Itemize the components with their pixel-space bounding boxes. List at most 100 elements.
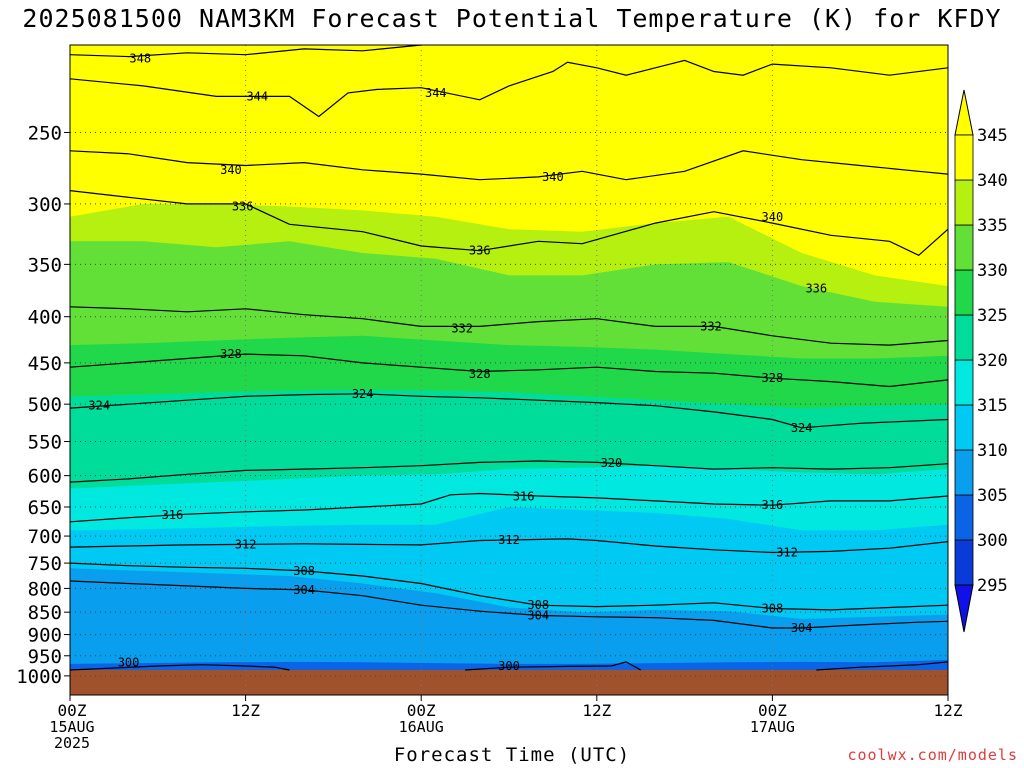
contour-label-308: 308 (293, 564, 315, 578)
ground-layer (70, 669, 948, 695)
contour-label-348: 348 (129, 51, 151, 65)
contour-line-340 (69, 150, 949, 181)
contour-label-340: 340 (220, 163, 242, 177)
colorbar: 295 300 305 310 315 320 325 330 335 340 345 (954, 89, 1008, 633)
contour-label-336: 336 (805, 281, 827, 295)
contour-label-328: 328 (762, 371, 784, 385)
contour-label-336: 336 (469, 244, 491, 258)
y-tick-label-350: 350 (28, 254, 62, 276)
x-tick-label-60-0: 12Z (934, 701, 963, 720)
contour-label-300: 300 (118, 656, 140, 670)
x-tick-label-48-0: 00Z (758, 701, 787, 720)
contour-label-316: 316 (162, 508, 184, 522)
colorbar-swatch-305 (954, 449, 974, 496)
y-tick-label-300: 300 (28, 194, 62, 216)
contour-line-320 (69, 460, 949, 483)
colorbar-label-335: 335 (977, 216, 1008, 236)
plot-frame (69, 44, 949, 696)
y-tick-label-550: 550 (28, 432, 62, 454)
colorbar-arrow-bottom (954, 584, 974, 633)
contour-line-312 (69, 538, 949, 554)
y-tick-label-1000: 1000 (16, 666, 62, 688)
y-tick-label-800: 800 (28, 578, 62, 600)
y-tick-label-700: 700 (28, 526, 62, 548)
contour-label-324: 324 (791, 421, 813, 435)
contour-line-300 (465, 661, 641, 671)
x-tick-label-0-0: 00Z (58, 701, 87, 720)
contour-label-316: 316 (762, 498, 784, 512)
colorbar-swatch-335 (954, 179, 974, 226)
colorbar-label-300: 300 (977, 531, 1008, 551)
contour-line-328 (69, 353, 949, 388)
colorbar-label-310: 310 (977, 441, 1008, 461)
contour-line-308 (69, 562, 949, 611)
colorbar-swatch-315 (954, 359, 974, 406)
colorbar-swatch-300 (954, 494, 974, 541)
y-tick-label-850: 850 (28, 602, 62, 624)
colorbar-label-320: 320 (977, 351, 1008, 371)
colorbar-label-325: 325 (977, 306, 1008, 326)
contour-line-300 (816, 661, 949, 671)
contour-label-332: 332 (451, 321, 473, 335)
contour-line-304 (69, 580, 949, 629)
contour-label-340: 340 (762, 210, 784, 224)
colorbar-swatch-310 (954, 404, 974, 451)
colorbar-label-315: 315 (977, 396, 1008, 416)
y-tick-label-450: 450 (28, 353, 62, 375)
y-tick-label-950: 950 (28, 646, 62, 668)
contour-label-320: 320 (601, 456, 623, 470)
chart-title: 2025081500 NAM3KM Forecast Potential Tem… (22, 4, 1002, 33)
x-tick-label-12-0: 12Z (231, 701, 260, 720)
y-tick-label-650: 650 (28, 497, 62, 519)
colorbar-label-345: 345 (977, 126, 1008, 146)
contour-line-324 (69, 393, 949, 429)
colorbar-arrow-top (954, 89, 974, 136)
contour-label-300: 300 (498, 659, 520, 673)
contour-line-316 (69, 492, 949, 523)
contour-lines (69, 44, 949, 671)
colorbar-label-295: 295 (977, 576, 1008, 596)
source-credit: coolwx.com/models (847, 746, 1018, 764)
contour-label-344: 344 (246, 89, 268, 103)
axes: 2503003504004505005506006507007508008509… (16, 44, 963, 752)
contour-label-328: 328 (469, 367, 491, 381)
contour-line-344 (69, 59, 949, 118)
contour-label-308: 308 (762, 601, 784, 615)
x-tick-label-0-2: 2025 (54, 734, 90, 752)
contour-label-312: 312 (235, 537, 257, 551)
colorbar-label-330: 330 (977, 261, 1008, 281)
contour-label-308: 308 (527, 598, 549, 612)
x-tick-label-24-1: 16AUG (399, 718, 444, 736)
contour-label-304: 304 (791, 621, 813, 635)
x-axis-label: Forecast Time (UTC) (393, 744, 631, 766)
x-tick-label-0-1: 15AUG (49, 718, 94, 736)
x-tick-label-36-0: 12Z (582, 701, 611, 720)
contour-labels: 348 344 344 340 340 340 336 336 336 332 332 328 328 3… (88, 51, 827, 672)
x-tick-label-48-1: 17AUG (750, 718, 795, 736)
colorbar-swatch-320 (954, 314, 974, 361)
contour-label-336: 336 (232, 200, 254, 214)
y-tick-label-400: 400 (28, 307, 62, 329)
contour-label-312: 312 (498, 533, 520, 547)
y-tick-label-250: 250 (28, 122, 62, 144)
contour-line-332 (69, 306, 949, 346)
colorbar-swatch-295 (954, 539, 974, 586)
y-tick-label-600: 600 (28, 466, 62, 488)
colorbar-swatch-330 (954, 224, 974, 271)
contour-label-324: 324 (352, 387, 374, 401)
y-tick-label-900: 900 (28, 625, 62, 647)
contour-label-324: 324 (88, 399, 110, 413)
ground-surface (70, 669, 948, 695)
contour-label-328: 328 (220, 347, 242, 361)
colorbar-swatch-325 (954, 269, 974, 316)
contour-line-300 (69, 664, 290, 671)
filled-contours (70, 45, 948, 696)
colorbar-label-305: 305 (977, 486, 1008, 506)
contour-label-332: 332 (700, 319, 722, 333)
colorbar-swatch-340 (954, 134, 974, 181)
contour-label-344: 344 (425, 86, 447, 100)
y-tick-label-500: 500 (28, 394, 62, 416)
x-tick-label-24-0: 00Z (407, 701, 436, 720)
contour-label-316: 316 (513, 490, 535, 504)
